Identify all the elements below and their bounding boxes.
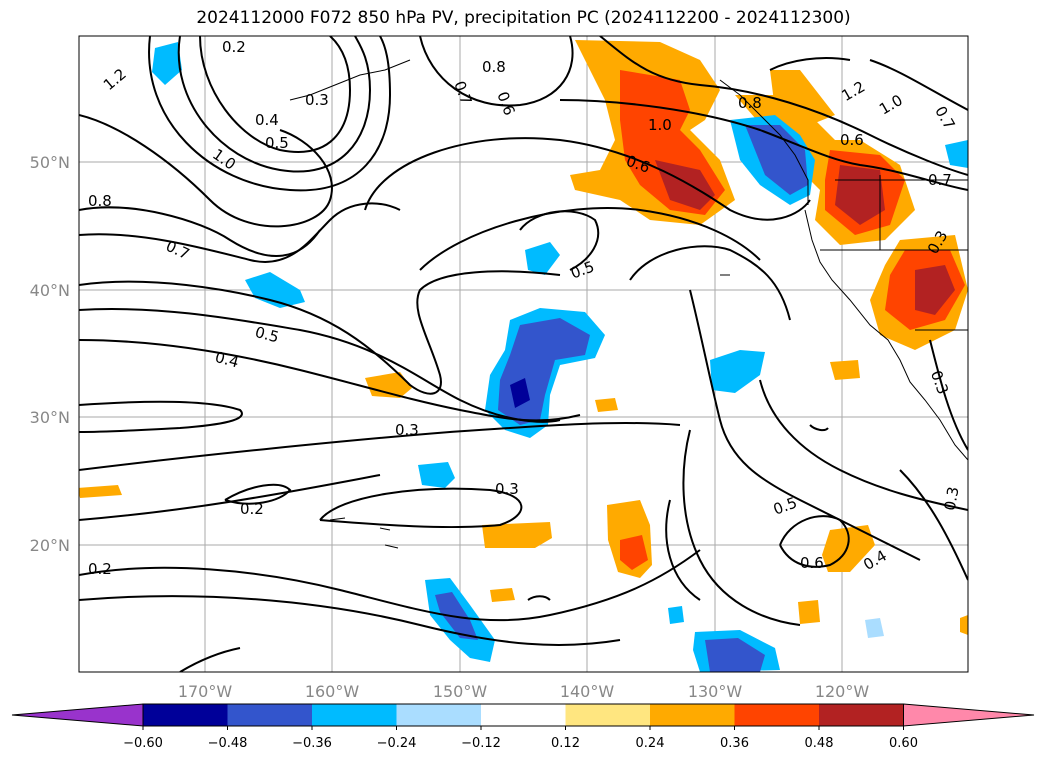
contour-label: 0.5 xyxy=(253,323,281,347)
contour-label: 0.3 xyxy=(305,91,329,109)
colorbar-segment xyxy=(650,704,735,726)
colorbar-tick-label: −0.60 xyxy=(123,736,163,751)
colorbar: −0.60 −0.48 −0.36 −0.24 −0.12 0.12 0.24 0.36 0.4… xyxy=(11,703,1035,751)
colorbar-segment xyxy=(481,704,566,726)
contour-label: 0.2 xyxy=(222,38,246,56)
colorbar-segment xyxy=(396,704,482,726)
lon-label: 140°W xyxy=(560,682,615,701)
longitude-labels: 170°W 160°W 150°W 140°W 130°W 120°W xyxy=(178,682,870,701)
colorbar-tick-label: −0.24 xyxy=(377,736,417,751)
colorbar-tick-label: −0.12 xyxy=(461,736,501,751)
contour-label: 0.8 xyxy=(482,58,506,76)
lat-label: 20°N xyxy=(30,536,70,555)
contour-label: 0.5 xyxy=(265,134,289,152)
colorbar-tick-label: −0.48 xyxy=(208,736,248,751)
colorbar-segment xyxy=(227,704,313,726)
colorbar-tick-label: 0.60 xyxy=(889,736,918,751)
contour-label: 0.6 xyxy=(800,554,824,572)
map-plot-area: 1.2 0.8 0.7 1.0 0.5 0.4 0.3 0.2 0.6 0.8 … xyxy=(79,36,968,672)
map-title: 2024112000 F072 850 hPa PV, precipitatio… xyxy=(196,8,851,28)
contour-label: 0.8 xyxy=(88,192,112,210)
colorbar-tick-label: 0.24 xyxy=(636,736,665,751)
contour-label: 0.4 xyxy=(255,111,279,129)
lon-label: 150°W xyxy=(433,682,488,701)
lon-label: 160°W xyxy=(305,682,360,701)
map-frame xyxy=(78,35,969,673)
contour-label: 0.2 xyxy=(240,500,264,518)
colorbar-extend-low xyxy=(11,703,144,727)
lon-label: 170°W xyxy=(178,682,233,701)
contour-label: 1.0 xyxy=(648,116,672,134)
colorbar-segment xyxy=(143,704,228,726)
lat-label: 30°N xyxy=(30,408,70,427)
contour-label: 0.7 xyxy=(928,171,952,189)
colorbar-extend-high xyxy=(903,703,1035,727)
colorbar-border xyxy=(142,703,904,727)
lon-label: 120°W xyxy=(815,682,870,701)
colorbar-tick-label: 0.12 xyxy=(551,736,580,751)
pv-contours xyxy=(79,36,968,672)
colorbar-segment xyxy=(565,704,651,726)
contour-label: 0.6 xyxy=(840,131,864,149)
contour-label: 0.2 xyxy=(88,560,112,578)
colorbar-segment xyxy=(819,704,904,726)
colorbar-tick-label: 0.48 xyxy=(805,736,834,751)
contour-label: 0.4 xyxy=(213,348,241,372)
colorbar-segment xyxy=(734,704,820,726)
contour-label: 0.3 xyxy=(395,421,419,439)
colorbar-segment xyxy=(312,704,397,726)
contour-label: 0.3 xyxy=(941,485,963,512)
colorbar-tick-label: −0.36 xyxy=(292,736,332,751)
contour-label: 0.8 xyxy=(738,94,762,112)
lat-label: 40°N xyxy=(30,281,70,300)
lon-label: 130°W xyxy=(688,682,743,701)
coastline xyxy=(289,59,968,549)
colorbar-tick-label: 0.36 xyxy=(720,736,749,751)
latitude-labels: 50°N 40°N 30°N 20°N xyxy=(30,153,70,555)
contour-label: 0.3 xyxy=(495,480,519,498)
lat-label: 50°N xyxy=(30,153,70,172)
